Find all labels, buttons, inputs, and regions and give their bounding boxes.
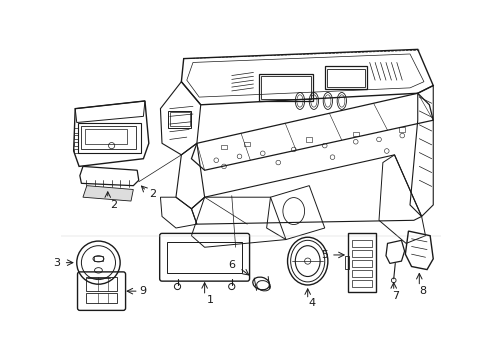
Bar xyxy=(352,280,372,287)
Bar xyxy=(84,129,127,144)
Text: 8: 8 xyxy=(419,286,426,296)
Bar xyxy=(74,128,77,132)
Text: 1: 1 xyxy=(207,294,214,305)
Bar xyxy=(170,112,190,126)
Bar xyxy=(353,132,359,136)
Bar xyxy=(399,127,405,132)
Bar xyxy=(221,145,227,149)
Bar xyxy=(352,270,372,277)
Text: 6: 6 xyxy=(229,260,236,270)
Bar xyxy=(86,277,117,291)
Text: 4: 4 xyxy=(309,298,316,309)
Bar xyxy=(327,69,365,87)
Bar xyxy=(86,293,117,303)
Bar xyxy=(259,74,313,101)
Bar xyxy=(325,66,368,89)
Text: 3: 3 xyxy=(53,258,60,267)
Bar xyxy=(352,249,372,257)
Bar xyxy=(345,256,349,269)
Bar xyxy=(74,149,77,153)
Text: 2: 2 xyxy=(110,200,118,210)
Text: 5: 5 xyxy=(321,250,328,260)
Bar xyxy=(81,126,136,149)
Bar xyxy=(168,111,192,128)
Bar xyxy=(74,135,77,139)
Bar xyxy=(306,137,312,142)
Bar xyxy=(352,239,372,247)
Text: 7: 7 xyxy=(392,291,399,301)
Bar xyxy=(244,142,250,147)
Polygon shape xyxy=(83,186,133,201)
Text: 2: 2 xyxy=(149,189,156,199)
Bar xyxy=(168,242,242,273)
Text: 9: 9 xyxy=(139,286,146,296)
Bar xyxy=(352,260,372,267)
Bar xyxy=(94,256,103,261)
Bar xyxy=(77,122,141,153)
Bar xyxy=(261,76,311,99)
Bar xyxy=(74,142,77,147)
Bar xyxy=(348,233,376,292)
